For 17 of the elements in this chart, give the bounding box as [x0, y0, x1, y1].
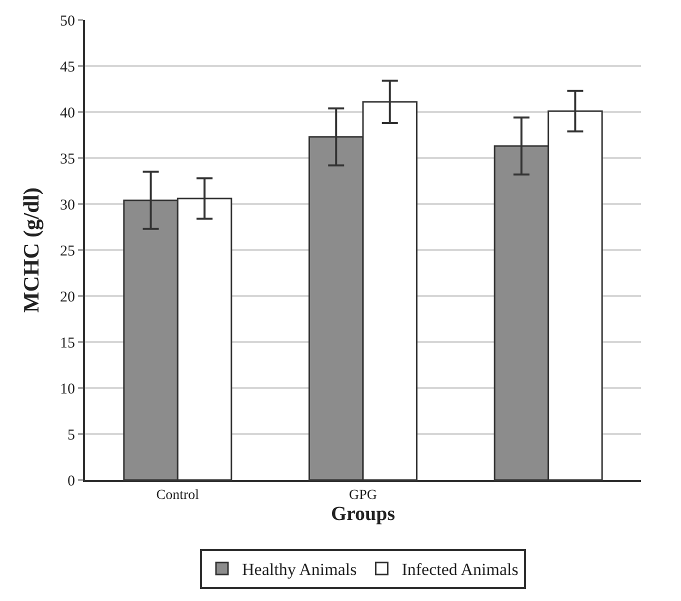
y-tick-label: 5: [68, 427, 75, 444]
y-tick-label: 20: [60, 289, 75, 306]
y-tick-label: 45: [60, 59, 75, 76]
y-tick-label: 0: [68, 473, 75, 490]
legend-label: Healthy Animals: [242, 560, 357, 580]
x-axis-title: Groups: [330, 502, 396, 525]
x-tick-label: GPG: [348, 488, 378, 503]
y-tick-label: 25: [60, 243, 75, 260]
y-tick-label: 30: [60, 197, 75, 214]
legend-label: Infected Animals: [402, 560, 518, 580]
y-tick-label: 50: [60, 13, 75, 30]
y-tick-label: 40: [60, 105, 75, 122]
y-tick-label: 35: [60, 151, 75, 168]
y-tick-label: 15: [60, 335, 75, 352]
y-tick-label: 10: [60, 381, 75, 398]
y-axis-title: MCHC (g/dl): [18, 187, 44, 313]
x-tick-label: Control: [156, 488, 200, 503]
